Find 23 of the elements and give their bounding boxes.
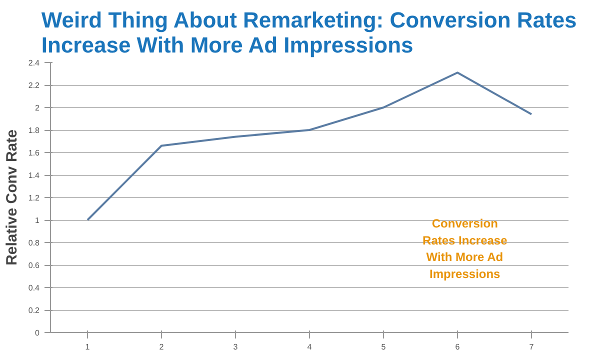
x-tick-label: 5 [381,342,386,352]
y-tick-label: 0.2 [28,306,40,315]
y-axis-title: Relative Conv Rate [3,130,20,266]
y-tick-label: 0.4 [28,284,40,292]
x-tick-label: 6 [455,342,460,352]
y-tick-label: 2.2 [28,81,40,90]
y-tick-label: 1.2 [28,194,40,202]
y-tick-label: 0.8 [28,238,40,248]
x-tick-label: 3 [233,342,238,352]
y-tick-label: 0.6 [28,261,40,270]
y-tick-label: 2 [35,104,40,112]
x-tick-label: 4 [307,342,312,352]
y-tick-label: 0 [35,328,40,338]
annotation: Conversion Rates Increase With More Ad Impressions [422,216,508,281]
y-tick-label: 2.4 [28,58,40,68]
x-tick-label: 1 [85,342,90,352]
chart-title: Weird Thing About Remarketing: Conversion Rates Increase With More Ad Impressions [41,8,577,58]
y-tick-label: 1 [35,216,40,225]
y-tick-label: 1.8 [28,126,40,135]
y-tick-label: 1.4 [28,171,40,180]
x-tick-label: 2 [159,342,164,352]
y-tick-label: 1.6 [28,148,40,158]
x-tick-label: 7 [529,342,534,352]
